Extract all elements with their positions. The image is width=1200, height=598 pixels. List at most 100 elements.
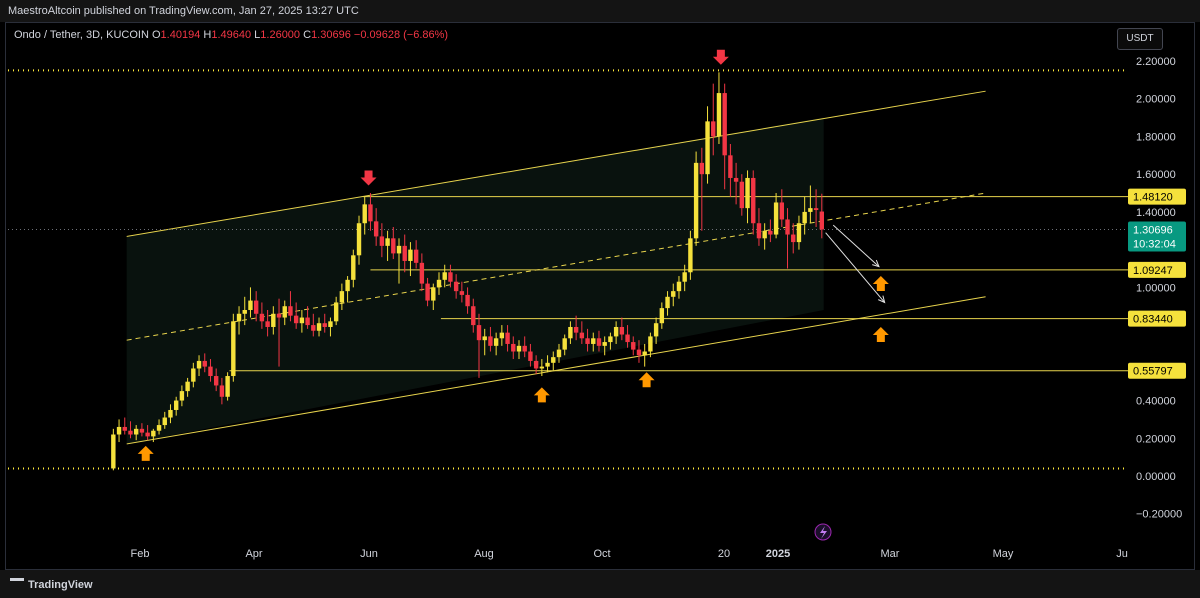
candle-body-88: [613, 326, 619, 337]
x-tick-label-0: Feb: [131, 548, 150, 560]
channel-middle-line: [126, 192, 986, 341]
candle-77: [551, 351, 556, 371]
candle-111: [745, 170, 750, 224]
x-tick-label-6: 2025: [766, 548, 790, 560]
candle-51: [402, 234, 407, 273]
candle-body-17: [208, 366, 213, 377]
candle-41: [345, 276, 350, 303]
candle-6: [145, 425, 150, 441]
open-value: 1.40194: [160, 29, 201, 41]
candle-34: [305, 306, 310, 329]
attribution-bar: MaestroAltcoin published on TradingView.…: [0, 0, 1200, 22]
candle-body-123: [813, 208, 819, 211]
lightning-icon: [814, 523, 832, 541]
candle-99: [676, 276, 682, 299]
symbol-name[interactable]: Ondo / Tether, 3D, KUCOIN: [14, 29, 149, 41]
candle-body-79: [562, 338, 567, 350]
candle-body-108: [728, 155, 733, 178]
high-label: H: [203, 29, 212, 41]
candle-88: [613, 321, 619, 344]
y-tick-label-1: 2.00000: [1136, 94, 1176, 106]
candle-116: [773, 193, 779, 239]
candle-body-27: [265, 321, 270, 327]
high-value: 1.49640: [211, 29, 252, 41]
low-label: L: [254, 29, 261, 41]
y-tick-label-4: 1.40000: [1136, 207, 1176, 219]
candle-body-119: [791, 234, 796, 243]
candle-114: [762, 223, 767, 250]
projection-arrow-2: [825, 232, 886, 303]
candle-body-118: [785, 219, 790, 235]
tradingview-logo-icon: [10, 578, 24, 590]
candle-body-15: [196, 360, 202, 369]
tradingview-brand: TradingView: [28, 579, 93, 591]
candle-body-64: [476, 325, 482, 341]
candle-55: [425, 277, 430, 307]
candle-52: [408, 242, 413, 277]
candle-body-10: [168, 409, 173, 418]
candle-body-42: [351, 255, 356, 280]
candle-95: [653, 317, 659, 344]
tradingview-logo[interactable]: TradingView: [10, 576, 93, 591]
x-tick-label-1: Apr: [245, 548, 262, 560]
candle-1: [116, 419, 122, 443]
candle-body-76: [545, 362, 550, 367]
candle-body-54: [419, 262, 425, 284]
support-arrow-icon-2: [533, 387, 550, 403]
candle-7: [151, 428, 156, 443]
target-arrow-icon-1: [872, 276, 889, 292]
candle-body-121: [802, 211, 807, 224]
candle-112: [751, 170, 756, 235]
candle-89: [619, 317, 625, 341]
candle-68: [499, 325, 505, 346]
candle-47: [379, 223, 385, 258]
candle-body-35: [311, 325, 316, 331]
candle-46: [373, 208, 379, 246]
candle-body-70: [511, 343, 516, 352]
current-price-tag-bg: [1128, 221, 1186, 252]
candle-body-59: [448, 272, 453, 282]
currency-button[interactable]: USDT: [1117, 28, 1163, 50]
candle-body-106: [716, 93, 722, 137]
current-price-text: 1.30696: [1133, 224, 1173, 236]
candle-85: [596, 330, 602, 352]
x-tick-label-4: Oct: [593, 548, 610, 560]
projection-arrow-2-head: [878, 295, 886, 304]
candle-body-53: [413, 249, 419, 263]
x-tick-label-3: Aug: [474, 548, 494, 560]
candle-body-12: [179, 391, 185, 401]
candle-body-14: [191, 368, 196, 382]
candlestick-chart[interactable]: 2.20000 2.00000 1.80000 1.60000 1.40000 1.000…: [0, 0, 1200, 570]
candle-body-120: [796, 223, 802, 243]
candle-body-83: [585, 338, 590, 344]
candle-body-110: [739, 181, 745, 209]
candle-body-56: [431, 287, 436, 301]
y-tick-label-9: −0.20000: [1136, 509, 1182, 521]
candle-body-90: [625, 334, 630, 343]
candle-36: [316, 317, 322, 337]
candle-body-102: [693, 162, 699, 239]
candle-65: [482, 328, 487, 356]
candle-118: [785, 208, 790, 269]
candle-body-116: [773, 202, 779, 235]
y-tick-label-2: 1.80000: [1136, 131, 1176, 143]
candle-body-68: [499, 332, 505, 339]
candle-body-80: [568, 326, 573, 339]
candle-body-45: [368, 204, 373, 222]
x-tick-label-8: May: [993, 548, 1014, 560]
candle-98: [671, 283, 676, 307]
support-arrow-icon-3: [638, 372, 655, 388]
symbol-legend: Ondo / Tether, 3D, KUCOIN O1.40194 H1.49…: [14, 29, 448, 41]
candle-93: [642, 343, 647, 367]
candle-32: [293, 302, 299, 329]
candle-body-105: [711, 121, 716, 137]
candle-body-69: [505, 332, 510, 344]
candle-body-20: [225, 376, 230, 397]
candle-body-38: [328, 321, 333, 327]
candle-body-96: [659, 308, 665, 324]
candle-42: [351, 249, 356, 288]
candle-56: [431, 283, 436, 310]
candle-body-85: [596, 338, 602, 346]
candle-body-78: [556, 349, 562, 358]
candle-25: [253, 291, 259, 322]
